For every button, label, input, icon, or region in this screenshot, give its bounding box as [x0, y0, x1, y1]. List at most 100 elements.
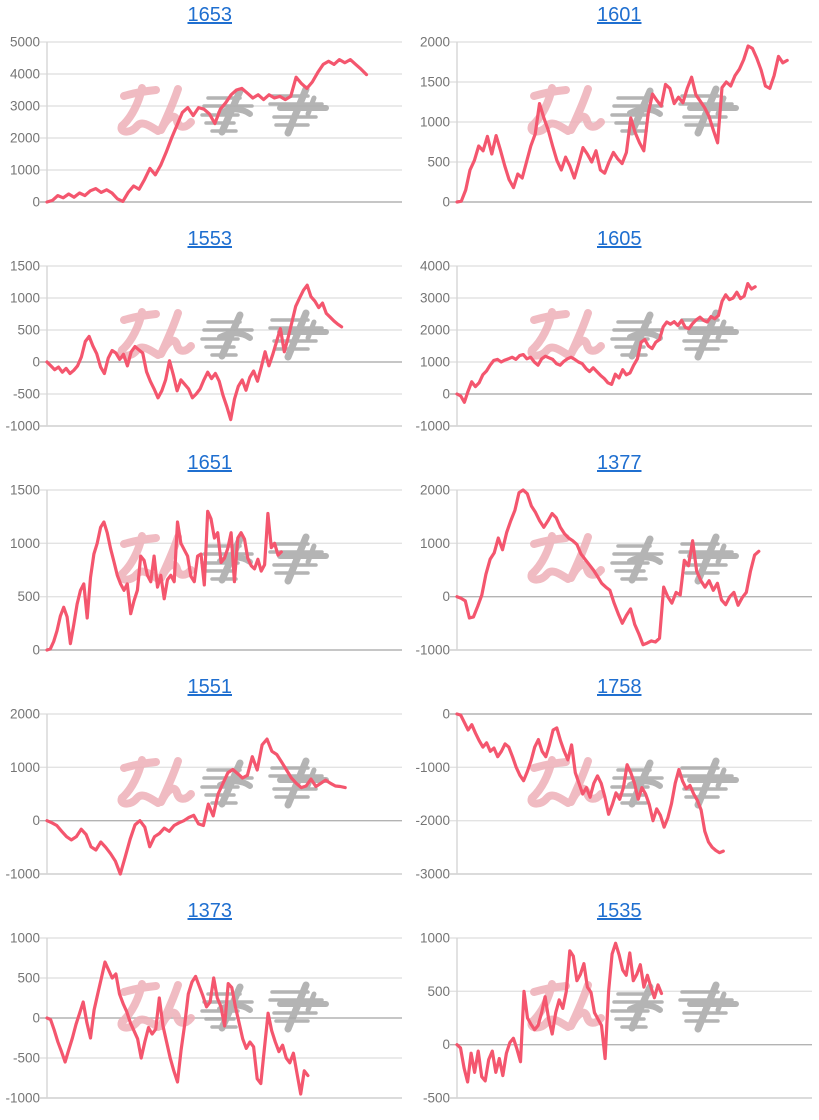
y-tick-label: -500 — [13, 1051, 40, 1066]
chart-panel-1653: 1653 0 1000 2000 3000 4000 5000 — [0, 0, 410, 224]
site-logo-watermark — [527, 532, 739, 585]
watermark-pink-kana — [527, 532, 605, 584]
y-tick-label: 0 — [32, 195, 40, 210]
y-tick-label: 3000 — [419, 291, 449, 306]
y-tick-label: 0 — [32, 813, 40, 828]
y-tick-label: 500 — [17, 971, 40, 986]
series-line — [45, 960, 310, 1096]
machine-number-link[interactable]: 1553 — [187, 227, 233, 250]
y-tick-label: -1000 — [415, 643, 450, 658]
y-tick-label: 5000 — [10, 35, 40, 50]
y-tick-label: -1000 — [5, 867, 40, 882]
watermark-pink-kana — [117, 84, 195, 136]
watermark-gray-glyphs — [200, 533, 329, 585]
site-logo-watermark — [117, 532, 329, 585]
y-tick-label: 2000 — [419, 483, 449, 498]
machine-number-link[interactable]: 1535 — [597, 899, 642, 922]
gridlines — [40, 489, 402, 651]
y-tick-label: 0 — [442, 195, 450, 210]
gridlines — [40, 713, 402, 875]
machine-number-link[interactable]: 1651 — [187, 451, 233, 474]
machine-number-link[interactable]: 1758 — [597, 675, 642, 698]
y-tick-label: -500 — [422, 1091, 449, 1106]
slump-chart: -500 0 500 1000 — [419, 931, 812, 1106]
y-tick-label: 500 — [427, 155, 450, 170]
watermark-gray-glyphs — [609, 533, 739, 585]
y-tick-label: -2000 — [415, 813, 450, 828]
site-logo-watermark — [117, 84, 329, 137]
slump-chart: -1000 -500 0 500 1000 — [5, 931, 402, 1106]
y-tick-label: 1000 — [10, 931, 40, 946]
gridlines — [449, 713, 812, 875]
y-tick-label: 1500 — [419, 75, 449, 90]
chart-panel-1377: 1377 -1000 0 1000 2000 — [410, 448, 819, 672]
machine-number-link[interactable]: 1605 — [597, 227, 642, 250]
y-tick-label: 1000 — [10, 291, 40, 306]
series-line — [45, 283, 344, 422]
y-tick-label: 2000 — [10, 707, 40, 722]
y-tick-label: 0 — [442, 589, 450, 604]
y-axis-labels: -500 0 500 1000 — [419, 931, 449, 1106]
chart-panel-1553: 1553 -1000 -500 0 500 1000 1500 — [0, 224, 410, 448]
series-line — [45, 58, 369, 204]
y-tick-label: 500 — [17, 323, 40, 338]
chart-title-row: 1605 — [410, 224, 819, 254]
series-line — [454, 712, 725, 855]
chart-panel-1551: 1551 -1000 0 1000 2000 — [0, 672, 410, 896]
chart-title-row: 1553 — [0, 224, 410, 254]
machine-number-link[interactable]: 1551 — [187, 675, 233, 698]
watermark-gray-glyphs — [200, 309, 329, 361]
y-axis-labels: 0 1000 2000 3000 4000 5000 — [10, 35, 40, 210]
slump-chart: 0 500 1000 1500 — [10, 483, 402, 658]
watermark-pink-kana — [527, 308, 605, 360]
y-tick-label: 1000 — [419, 536, 449, 551]
gridlines — [40, 41, 402, 203]
y-tick-label: 1000 — [419, 931, 449, 946]
slump-chart: -1000 0 1000 2000 — [415, 483, 812, 658]
slump-chart: 0 500 1000 1500 2000 — [419, 35, 812, 210]
y-tick-label: 4000 — [419, 259, 449, 274]
y-tick-label: -1000 — [5, 1091, 40, 1106]
chart-title-row: 1601 — [410, 0, 819, 30]
watermark-gray-glyphs — [609, 757, 739, 809]
machine-number-link[interactable]: 1377 — [597, 451, 642, 474]
y-tick-label: 1000 — [10, 536, 40, 551]
y-tick-label: 500 — [17, 589, 40, 604]
slump-chart: -1000 0 1000 2000 3000 4000 — [415, 259, 812, 434]
site-logo-watermark — [527, 84, 739, 137]
y-tick-label: 0 — [32, 355, 40, 370]
chart-title-row: 1373 — [0, 896, 410, 926]
watermark-pink-kana — [117, 756, 195, 808]
machine-number-link[interactable]: 1653 — [187, 3, 233, 26]
machine-number-link[interactable]: 1601 — [597, 3, 642, 26]
chart-title-row: 1535 — [410, 896, 819, 926]
y-axis-labels: -1000 -500 0 500 1000 1500 — [5, 259, 40, 434]
machine-number-link[interactable]: 1373 — [187, 899, 233, 922]
y-tick-label: 3000 — [10, 99, 40, 114]
watermark-gray-glyphs — [609, 309, 739, 361]
series-line — [45, 737, 347, 876]
chart-title-row: 1653 — [0, 0, 410, 30]
y-tick-label: -1000 — [415, 760, 450, 775]
slump-chart: -1000 -500 0 500 1000 1500 — [5, 259, 402, 434]
y-axis-labels: -1000 0 1000 2000 3000 4000 — [415, 259, 450, 434]
y-tick-label: -1000 — [415, 419, 450, 434]
y-tick-label: 1500 — [10, 483, 40, 498]
y-tick-label: 0 — [32, 1011, 40, 1026]
chart-panel-1601: 1601 0 500 1000 1500 2000 — [410, 0, 819, 224]
y-tick-label: 500 — [427, 984, 450, 999]
slump-chart: 0 1000 2000 3000 4000 5000 — [10, 35, 402, 210]
y-axis-labels: -3000 -2000 -1000 0 — [415, 707, 450, 882]
series-line — [45, 509, 283, 652]
series-line — [454, 488, 760, 647]
gridlines — [449, 489, 812, 651]
site-logo-watermark — [117, 308, 329, 361]
watermark-pink-kana — [527, 84, 605, 136]
y-tick-label: 4000 — [10, 67, 40, 82]
chart-title-row: 1551 — [0, 672, 410, 702]
y-tick-label: 0 — [442, 707, 450, 722]
chart-panel-1535: 1535 -500 0 500 1000 — [410, 896, 819, 1120]
y-tick-label: 2000 — [419, 35, 449, 50]
series-line — [454, 282, 757, 404]
